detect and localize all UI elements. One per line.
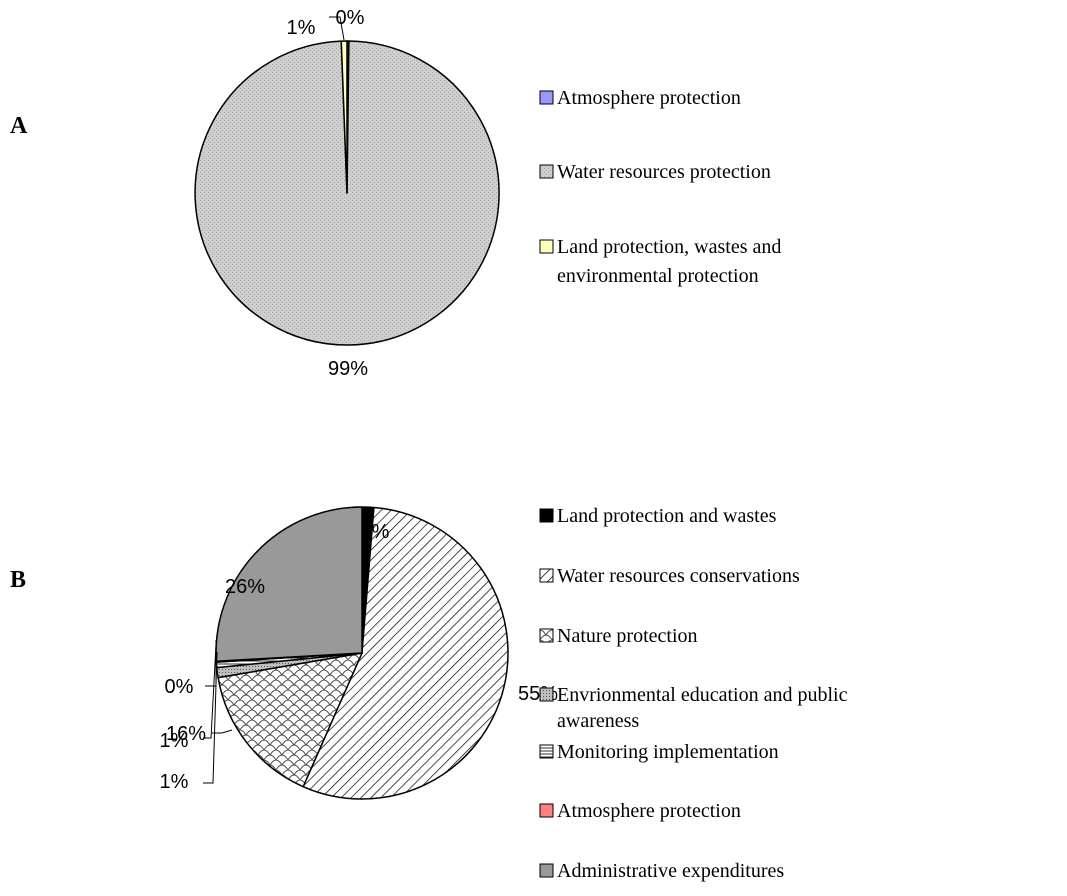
leader-line-b-nature [212, 729, 233, 734]
legend-label-a-water: Water resources protection [557, 161, 771, 183]
legend-label-b-education: Envrionmental education and public [557, 684, 848, 706]
leader-line-b-atmosphere [205, 640, 217, 687]
legend-swatch-b-education [539, 687, 554, 702]
pie-slices-b [215, 506, 509, 800]
legend-label-b-atmosphere: Atmosphere protection [557, 800, 741, 822]
legend-swatch-b-monitoring [539, 744, 554, 759]
data-label-a-water: 99% [328, 358, 368, 380]
data-label-b-land: 1% [361, 521, 390, 543]
panel-label-a: A [10, 113, 28, 139]
legend-label-b-nature: Nature protection [557, 625, 698, 647]
legend-label-a-land: Land protection, wastes and [557, 236, 781, 258]
legend-label-a-atmosphere: Atmosphere protection [557, 87, 741, 109]
legend-swatch-b-atmosphere [539, 803, 554, 818]
legend-label-a-land-line2: environmental protection [557, 265, 759, 287]
pie-slice-b-water [302, 506, 509, 800]
legend-label-b-land: Land protection and wastes [557, 505, 777, 527]
data-label-b-atmosphere: 0% [165, 676, 194, 698]
leader-line-b-education [203, 651, 218, 784]
pie-chart-a: A 1% 0% 99% Atmosphere protection Water … [10, 7, 781, 380]
legend-swatch-b-land [539, 508, 554, 523]
legend-swatch-a-land [539, 239, 554, 254]
legend-label-b-education-line2: awareness [557, 710, 639, 732]
data-label-a-land: 1% [287, 17, 316, 39]
pie-slice-a-land [340, 40, 348, 194]
data-label-b-nature: 16% [166, 723, 206, 745]
pie-slice-b-admin [215, 506, 363, 662]
pie-slice-b-nature [217, 652, 363, 788]
pie-slices-a [194, 40, 500, 346]
legend-swatch-a-atmosphere [539, 90, 554, 105]
data-label-b-education: 1% [160, 771, 189, 793]
data-label-b-admin: 26% [225, 576, 265, 598]
legend-label-b-monitoring: Monitoring implementation [557, 741, 779, 763]
legend-b: Land protection and wastes Water resourc… [539, 505, 848, 882]
panel-label-b: B [10, 567, 26, 593]
legend-swatch-a-water [539, 164, 554, 179]
leader-line-a-land [329, 16, 345, 41]
legend-label-b-admin: Administrative expenditures [557, 860, 784, 882]
legend-swatch-b-nature [539, 628, 554, 643]
legend-label-b-water: Water resources conservations [557, 565, 800, 587]
legend-swatch-b-water [539, 568, 554, 583]
legend-swatch-b-admin [539, 863, 554, 878]
legend-a: Atmosphere protection Water resources pr… [539, 87, 781, 287]
data-label-b-monitoring: 1% [160, 730, 189, 752]
pie-chart-b: B 1% 55% 16% 1% 1% 0% 26% Land protectio… [10, 505, 848, 882]
data-label-a-atmosphere: 0% [336, 7, 365, 29]
leader-line-b-monitoring [203, 644, 217, 739]
